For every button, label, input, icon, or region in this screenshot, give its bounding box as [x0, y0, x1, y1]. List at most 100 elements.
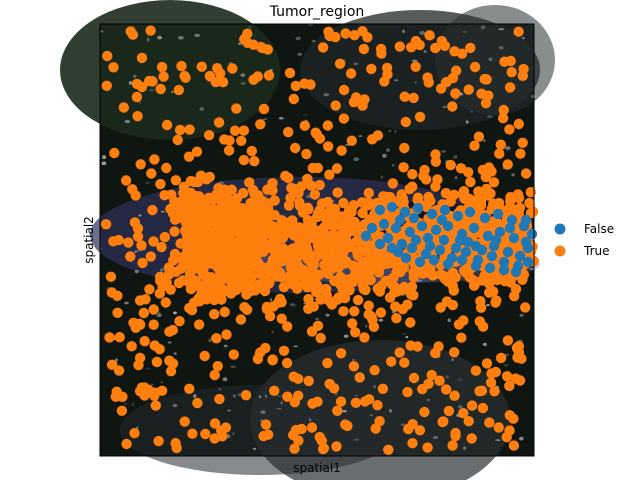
- true-point: [389, 287, 400, 298]
- tissue-nucleus-speck: [131, 402, 135, 407]
- true-point: [161, 277, 172, 288]
- tissue-nucleus-speck: [442, 105, 447, 109]
- tissue-nucleus-speck: [405, 335, 409, 339]
- true-point: [279, 228, 290, 240]
- false-point: [498, 264, 510, 276]
- true-point: [350, 397, 362, 408]
- legend-label-false: False: [584, 222, 614, 236]
- true-point: [520, 168, 532, 179]
- true-point: [324, 169, 335, 180]
- true-point: [501, 371, 513, 382]
- false-point: [410, 234, 422, 246]
- true-point: [381, 62, 393, 74]
- tissue-nucleus-speck: [352, 358, 355, 362]
- true-point: [349, 306, 360, 317]
- true-point: [504, 82, 516, 93]
- true-point: [136, 240, 147, 251]
- true-point: [227, 63, 238, 74]
- true-point: [317, 42, 329, 53]
- true-point: [433, 341, 444, 352]
- tissue-nucleus-speck: [100, 30, 104, 33]
- true-point: [289, 397, 300, 408]
- true-point: [155, 83, 166, 95]
- true-point: [357, 100, 368, 111]
- true-point: [499, 275, 510, 287]
- true-point: [126, 341, 137, 352]
- true-point: [493, 422, 504, 433]
- false-point: [434, 244, 446, 256]
- true-point: [513, 26, 524, 37]
- true-point: [341, 274, 352, 286]
- true-point: [104, 332, 115, 343]
- true-point: [322, 357, 333, 369]
- true-point: [484, 417, 495, 428]
- true-point: [357, 26, 368, 37]
- true-point: [414, 39, 425, 51]
- true-point: [197, 240, 209, 251]
- true-point: [238, 187, 249, 199]
- true-point: [330, 100, 341, 111]
- true-point: [135, 319, 146, 330]
- true-point: [458, 408, 469, 419]
- true-point: [138, 307, 149, 319]
- true-point: [292, 373, 304, 384]
- true-point: [460, 267, 471, 278]
- true-point: [324, 30, 335, 42]
- tissue-nucleus-speck: [325, 313, 330, 317]
- true-point: [407, 438, 418, 449]
- true-point: [280, 170, 291, 182]
- true-point: [315, 332, 326, 344]
- true-point: [230, 237, 241, 248]
- true-point: [399, 357, 410, 368]
- tissue-nucleus-speck: [358, 135, 363, 137]
- tissue-nucleus-speck: [115, 358, 118, 362]
- tissue-nucleus-speck: [411, 59, 418, 63]
- true-point: [118, 102, 129, 113]
- true-point: [498, 104, 509, 116]
- false-point: [390, 222, 402, 234]
- true-point: [184, 124, 195, 135]
- true-point: [506, 67, 517, 78]
- true-point: [477, 164, 489, 176]
- true-point: [451, 65, 462, 76]
- true-point: [338, 306, 349, 317]
- true-point: [255, 119, 266, 130]
- true-point: [131, 91, 143, 103]
- true-point: [346, 135, 357, 146]
- true-point: [342, 420, 353, 432]
- true-point: [363, 300, 374, 311]
- true-point: [363, 267, 375, 278]
- tissue-nucleus-speck: [454, 176, 458, 180]
- true-point: [203, 130, 215, 141]
- true-point: [424, 30, 435, 41]
- false-point: [479, 212, 491, 224]
- tissue-nucleus-speck: [134, 250, 137, 253]
- true-point: [514, 202, 526, 214]
- true-point: [422, 442, 433, 453]
- true-point: [132, 111, 143, 122]
- true-point: [101, 80, 113, 92]
- true-point: [123, 237, 134, 248]
- true-point: [281, 357, 293, 369]
- true-point: [143, 384, 154, 396]
- true-point: [477, 402, 489, 414]
- true-point: [240, 390, 252, 401]
- tissue-nucleus-speck: [341, 410, 347, 413]
- true-point: [502, 335, 514, 346]
- legend-label-true: True: [583, 244, 610, 258]
- true-point: [377, 383, 389, 394]
- true-point: [113, 365, 125, 376]
- true-point: [408, 372, 420, 384]
- tissue-nucleus-speck: [402, 29, 405, 33]
- tissue-nucleus-speck: [269, 298, 273, 302]
- true-point: [318, 443, 330, 454]
- true-point: [331, 441, 342, 452]
- tissue-nucleus-speck: [276, 407, 282, 410]
- false-point: [438, 234, 450, 246]
- true-point: [398, 197, 409, 208]
- false-point: [400, 252, 412, 264]
- true-point: [320, 208, 331, 220]
- true-point: [412, 194, 423, 206]
- true-point: [213, 117, 225, 128]
- true-point: [278, 281, 290, 293]
